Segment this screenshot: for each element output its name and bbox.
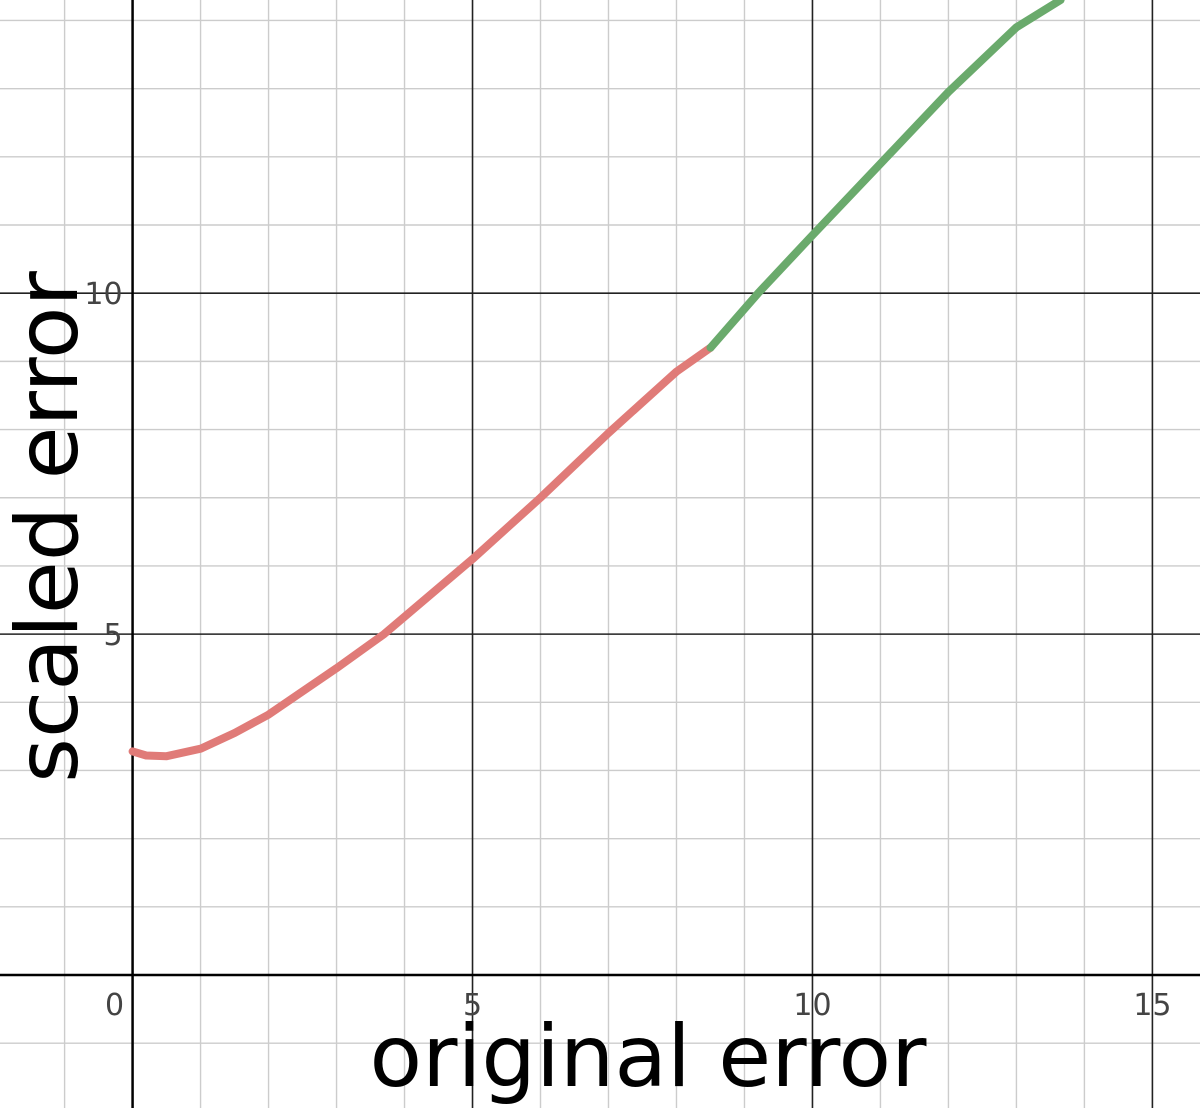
series-line-segment-green — [706, 0, 1065, 352]
series-line-segment-red — [128, 343, 715, 761]
x-tick-label: 5 — [463, 988, 482, 1023]
y-tick-label: 10 — [84, 277, 122, 312]
y-tick-label: 5 — [103, 618, 122, 653]
series-layer — [128, 0, 1065, 761]
y-axis-title: scaled error — [0, 271, 98, 783]
x-tick-label: 0 — [105, 988, 124, 1023]
tick-labels: 0 5 10 15 5 10 — [84, 277, 1171, 1023]
x-tick-label: 15 — [1133, 988, 1171, 1023]
x-axis-title: original error — [370, 1007, 928, 1107]
x-tick-label: 10 — [793, 988, 831, 1023]
